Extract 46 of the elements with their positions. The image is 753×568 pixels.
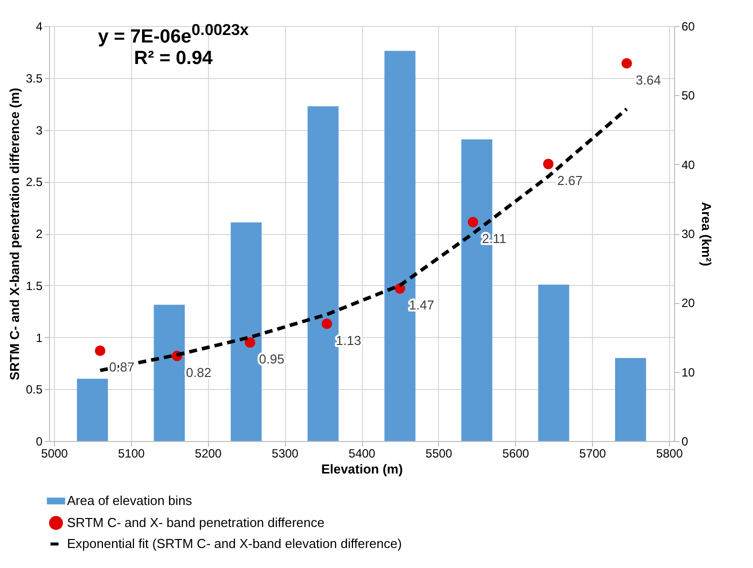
y2-tick-label: 10 (682, 365, 696, 380)
y-tick-label: 3.5 (26, 71, 43, 86)
data-label: 0.82 (186, 364, 212, 380)
y-tick-label: 1.5 (26, 278, 43, 293)
x-tick-label: 5800 (656, 446, 684, 460)
y2-tick-label: 60 (682, 20, 696, 34)
y-axis-title: SRTM C- and X-band penetration difference (m) (6, 88, 22, 380)
x-tick-label: 5600 (502, 446, 530, 460)
bar (154, 304, 185, 441)
y2-tick-label: 20 (682, 296, 696, 310)
y-tick-label: 0 (36, 434, 43, 448)
y2-axis-title: Area (km²) (698, 202, 714, 266)
point (468, 216, 478, 228)
bar (538, 284, 570, 441)
x-axis-title: Elevation (m) (321, 462, 403, 476)
bar (615, 358, 646, 441)
y-tick-label: 2.5 (26, 175, 43, 190)
x-tick-label: 5200 (194, 446, 222, 460)
y-tick-label: 3 (36, 123, 43, 138)
legend-label: Area of elevation bins (67, 493, 193, 508)
y2-tick-label: 0 (682, 434, 688, 448)
point (244, 337, 256, 348)
x-tick-label: 5100 (118, 446, 146, 460)
legend-label: SRTM C- and X- band penetration difference (67, 515, 324, 530)
point (621, 58, 632, 69)
bar (76, 378, 108, 441)
legend-label: Exponential fit (SRTM C- and X-band elevation difference) (67, 536, 402, 551)
data-label: 2.67 (557, 172, 583, 188)
y-tick-label: 2 (36, 227, 43, 241)
y-tick-label: 0.5 (26, 382, 43, 397)
y2-tick-label: 30 (682, 227, 696, 241)
x-tick-label: 5500 (426, 446, 453, 460)
y2-tick-label: 50 (682, 88, 696, 103)
y2-tick-label: 40 (682, 158, 696, 172)
x-tick-label: 5400 (348, 446, 376, 460)
y-tick-label: 4 (36, 20, 43, 34)
x-tick-label: 5300 (272, 446, 299, 460)
x-tick-label: 5700 (579, 446, 606, 460)
point (322, 318, 332, 329)
annotation: y = 7E-06e$^{0.0023x}$ (98, 21, 249, 48)
y-tick-label: 1 (36, 330, 43, 345)
x-tick-label: 5000 (41, 446, 68, 460)
data-label: 3.64 (636, 72, 662, 88)
annotation: R² = 0.94 (133, 48, 214, 70)
point (94, 346, 106, 356)
point (543, 158, 554, 170)
